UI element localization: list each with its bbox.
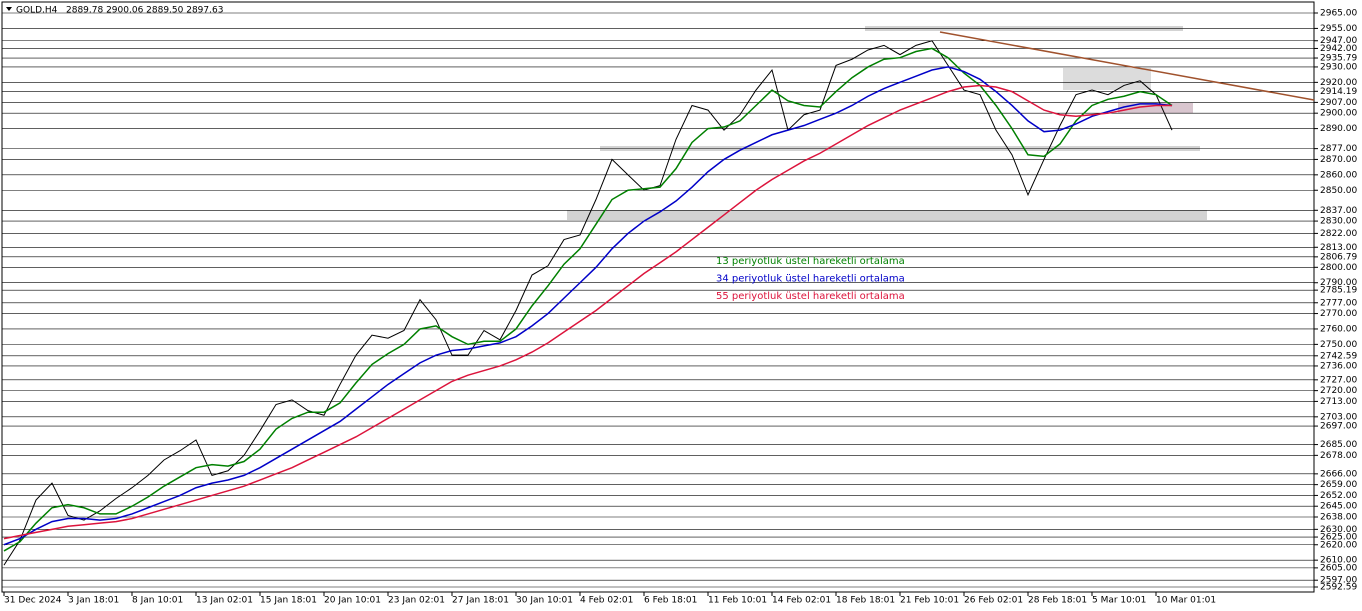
y-tick-label: 2720.00 (1320, 386, 1357, 396)
trend-line (939, 31, 1315, 101)
y-tick-label: 2860.00 (1320, 170, 1357, 180)
x-tick-label: 20 Jan 10:01 (324, 596, 381, 606)
y-tick-label: 2914.19 (1320, 87, 1357, 97)
y-tick-label: 2652.00 (1320, 491, 1357, 501)
y-tick-label: 2877.00 (1320, 144, 1357, 154)
y-tick-label: 2713.00 (1320, 397, 1357, 407)
y-tick-label: 2666.00 (1320, 469, 1357, 479)
y-tick-label: 2785.19 (1320, 286, 1357, 296)
legend-entry: 34 periyotluk üstel hareketli ortalama (716, 274, 905, 285)
x-tick-label: 13 Jan 02:01 (196, 596, 253, 606)
y-tick-label: 2630.00 (1320, 525, 1357, 535)
y-tick-label: 2837.00 (1320, 206, 1357, 216)
y-tick-label: 2697.00 (1320, 422, 1357, 432)
y-tick-label: 2942.00 (1320, 44, 1357, 54)
menu-arrow (6, 7, 12, 11)
y-tick-label: 2625.00 (1320, 533, 1357, 543)
y-tick-label: 2935.79 (1320, 54, 1357, 64)
x-tick-label: 4 Feb 02:01 (580, 596, 633, 606)
y-tick-label: 2736.00 (1320, 361, 1357, 371)
legend-entry: 55 periyotluk üstel hareketli ortalama (716, 291, 905, 302)
y-tick-label: 2850.00 (1320, 186, 1357, 196)
y-tick-label: 2800.00 (1320, 263, 1357, 273)
x-tick-label: 14 Feb 02:01 (772, 596, 831, 606)
y-tick-label: 2920.00 (1320, 78, 1357, 88)
zone (1118, 103, 1193, 113)
chart-subtitle: 2889.78 2900.06 2889.50 2897.63 (66, 6, 223, 16)
x-tick-label: 28 Feb 18:01 (1028, 596, 1087, 606)
series-line (3, 66, 1173, 546)
x-tick-label: 30 Jan 10:01 (516, 596, 573, 606)
y-tick-label: 2742.59 (1320, 351, 1357, 361)
x-tick-label: 10 Mar 01:01 (1156, 596, 1216, 606)
series-line (3, 84, 1172, 540)
y-tick-label: 2907.00 (1320, 98, 1357, 108)
y-tick-label: 2830.00 (1320, 217, 1357, 227)
x-tick-label: 3 Jan 18:01 (68, 596, 119, 606)
y-tick-label: 2592.59 (1320, 583, 1357, 593)
y-tick-label: 2727.00 (1320, 375, 1357, 385)
y-tick-label: 2813.00 (1320, 243, 1357, 253)
y-tick-label: 2638.00 (1320, 513, 1357, 523)
y-tick-label: 2605.00 (1320, 563, 1357, 573)
chart-title: GOLD.H4 (16, 6, 58, 16)
x-tick-label: 15 Jan 18:01 (260, 596, 317, 606)
y-tick-label: 2900.00 (1320, 109, 1357, 119)
zone (567, 210, 1207, 220)
x-tick-label: 21 Feb 10:01 (900, 596, 959, 606)
x-tick-label: 31 Dec 2024 (4, 596, 62, 606)
y-tick-label: 2770.00 (1320, 309, 1357, 319)
y-tick-label: 2790.00 (1320, 278, 1357, 288)
y-tick-label: 2930.00 (1320, 62, 1357, 72)
series-line (3, 47, 1173, 552)
x-tick-label: 8 Jan 10:01 (132, 596, 183, 606)
y-tick-label: 2955.00 (1320, 24, 1357, 34)
y-tick-label: 2777.00 (1320, 298, 1357, 308)
y-tick-label: 2822.00 (1320, 229, 1357, 239)
x-tick-label: 26 Feb 02:01 (964, 596, 1023, 606)
plot-frame (1, 1, 1315, 593)
y-tick-label: 2947.00 (1320, 36, 1357, 46)
y-tick-label: 2678.00 (1320, 451, 1357, 461)
y-tick-label: 2760.00 (1320, 324, 1357, 334)
zone (1063, 68, 1151, 90)
y-tick-label: 2659.00 (1320, 480, 1357, 490)
legend-entry: 13 periyotluk üstel hareketli ortalama (716, 256, 905, 267)
y-tick-label: 2610.00 (1320, 556, 1357, 566)
y-tick-label: 2597.00 (1320, 576, 1357, 586)
y-tick-label: 2645.00 (1320, 502, 1357, 512)
x-tick-label: 5 Mar 10:01 (1092, 596, 1146, 606)
x-tick-label: 6 Feb 18:01 (644, 596, 697, 606)
y-tick-label: 2750.00 (1320, 340, 1357, 350)
x-tick-label: 11 Feb 10:01 (708, 596, 767, 606)
y-tick-label: 2870.00 (1320, 155, 1357, 165)
x-tick-label: 18 Feb 18:01 (836, 596, 895, 606)
y-tick-label: 2685.00 (1320, 440, 1357, 450)
y-tick-label: 2703.00 (1320, 412, 1357, 422)
x-tick-label: 27 Jan 18:01 (452, 596, 509, 606)
series-line (3, 40, 1173, 566)
y-tick-label: 2806.79 (1320, 252, 1357, 262)
x-tick-label: 23 Jan 02:01 (388, 596, 445, 606)
y-tick-label: 2965.00 (1320, 9, 1357, 19)
y-tick-label: 2620.00 (1320, 540, 1357, 550)
y-tick-label: 2890.00 (1320, 124, 1357, 134)
